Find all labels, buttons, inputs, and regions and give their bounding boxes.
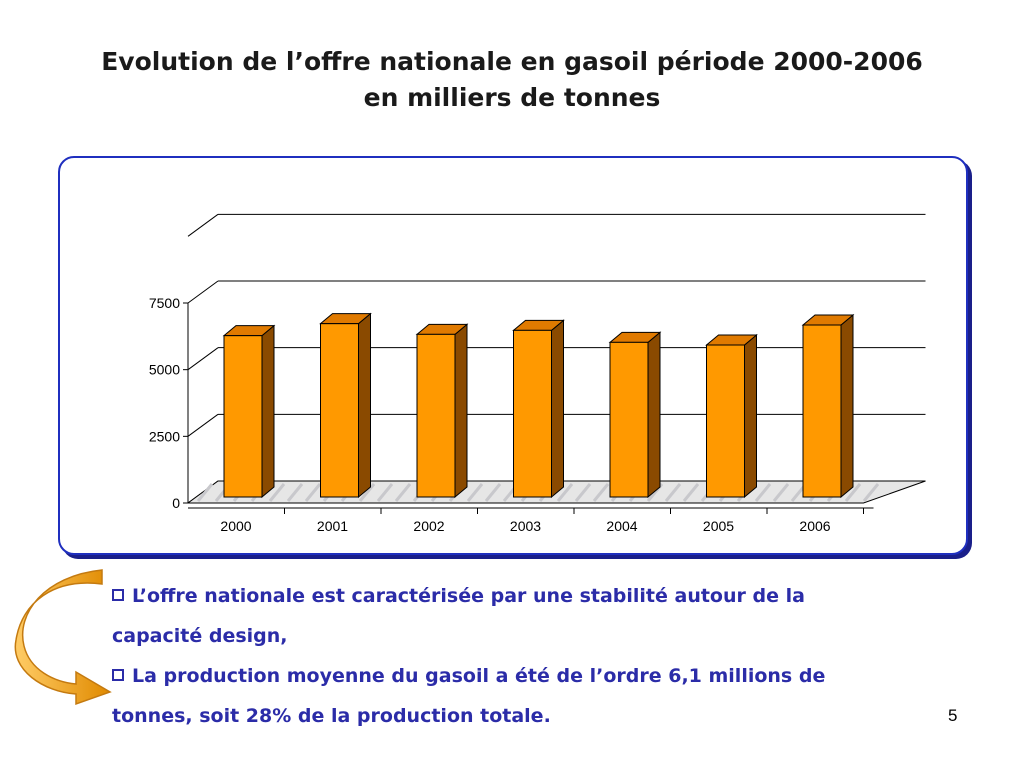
bullet-2-line1: La production moyenne du gasoil a été de… <box>132 665 826 687</box>
bar-2000 <box>223 335 263 498</box>
bullet-1-line2: capacité design, <box>112 625 288 647</box>
floor-texture <box>682 483 700 502</box>
bullet-1-line1: L’offre nationale est caractérisée par u… <box>132 585 805 607</box>
page-number: 5 <box>948 706 958 725</box>
floor-texture <box>772 483 790 502</box>
floor-texture <box>394 483 412 502</box>
bar-side <box>261 324 275 499</box>
square-bullet-icon <box>112 669 124 681</box>
floor-texture <box>466 483 484 502</box>
bar-2001 <box>320 323 359 498</box>
floor-texture <box>664 483 682 502</box>
bar-side <box>358 312 371 499</box>
y-tick-label: 2500 <box>149 428 180 444</box>
bar-chart: 0 2500 5000 7500 2000 2001 2002 2003 2004 2005 200… <box>149 213 926 534</box>
gridline-diagonal <box>187 213 219 237</box>
gridline-diagonal <box>187 413 219 437</box>
x-tick-label: 2005 <box>703 518 734 534</box>
bar-side <box>454 323 468 499</box>
bullet-item-1: L’offre nationale est caractérisée par u… <box>112 576 942 616</box>
x-tick-label: 2001 <box>317 518 348 534</box>
bar-side <box>551 319 564 499</box>
bar-2006 <box>802 324 842 498</box>
bar-side <box>840 313 854 499</box>
square-bullet-icon <box>112 589 124 601</box>
bar-2004 <box>609 341 649 498</box>
floor-texture <box>844 483 862 502</box>
bullet-item-2: La production moyenne du gasoil a été de… <box>112 656 942 696</box>
floor-texture <box>754 483 772 502</box>
floor-texture <box>574 483 592 502</box>
floor-texture <box>268 483 286 502</box>
x-tick-label: 2006 <box>799 518 830 534</box>
gridline-diagonal <box>187 347 219 371</box>
gridline-diagonal <box>187 280 219 304</box>
x-tick-label: 2003 <box>510 518 541 534</box>
bar-2003 <box>513 329 552 498</box>
bar-2002 <box>416 333 456 498</box>
bullet-2-line2: tonnes, soit 28% de la production totale… <box>112 705 551 727</box>
slide-title-line2: en milliers de tonnes <box>363 83 661 112</box>
floor-texture <box>376 483 394 502</box>
floor-texture <box>556 483 574 502</box>
y-tick-label: 5000 <box>149 362 180 378</box>
bar-2005 <box>706 344 745 498</box>
x-tick-label: 2000 <box>220 518 251 534</box>
floor-texture <box>286 483 304 502</box>
bullet-list: L’offre nationale est caractérisée par u… <box>112 576 942 736</box>
chart-frame: 0 2500 5000 7500 2000 2001 2002 2003 2004 2005 200… <box>58 156 968 555</box>
bar-side <box>647 331 661 499</box>
curved-arrow-icon <box>14 569 112 706</box>
y-tick-label: 7500 <box>149 295 180 311</box>
floor-texture <box>196 483 214 502</box>
floor-texture <box>862 483 880 502</box>
x-tick-label: 2002 <box>413 518 444 534</box>
floor-texture <box>592 483 610 502</box>
slide-title: Evolution de l’offre nationale en gasoil… <box>40 44 984 116</box>
bar-side <box>744 333 757 499</box>
floor-texture <box>484 483 502 502</box>
x-tick-label: 2004 <box>606 518 637 534</box>
slide-title-line1: Evolution de l’offre nationale en gasoil… <box>101 47 923 76</box>
floor-texture <box>358 483 376 502</box>
floor-texture <box>304 483 322 502</box>
y-tick-label: 0 <box>172 495 180 511</box>
